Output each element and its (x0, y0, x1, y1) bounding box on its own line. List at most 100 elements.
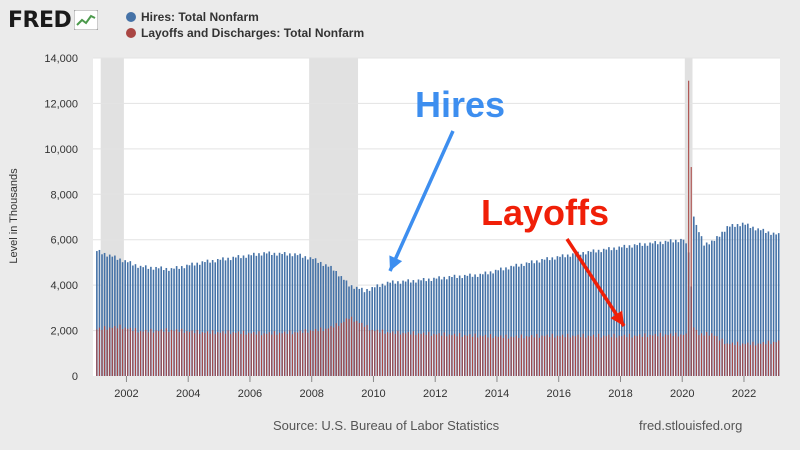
hires-bar (415, 282, 417, 376)
x-tick-label: 2022 (732, 388, 756, 400)
hires-bar (422, 277, 425, 376)
hires-bar (433, 277, 435, 376)
layoffs-bar (497, 336, 499, 376)
x-tick-label: 2006 (238, 388, 262, 400)
hires-bar (703, 245, 705, 376)
hires-bar (114, 255, 116, 376)
x-tick-label: 2020 (670, 388, 694, 400)
layoffs-bar (587, 335, 589, 376)
legend-dot-layoffs (126, 28, 136, 38)
legend-item-hires[interactable]: Hires: Total Nonfarm (126, 9, 364, 25)
layoffs-bar (155, 330, 157, 376)
hires-bar (178, 268, 180, 376)
fred-logo[interactable]: FRED (8, 6, 99, 34)
layoffs-bar (343, 321, 345, 376)
hires-bar (525, 262, 528, 376)
layoffs-bar (453, 333, 456, 376)
layoffs-bar (538, 337, 540, 376)
layoffs-bar (739, 345, 741, 376)
layoffs-bar (667, 335, 669, 376)
hires-bar (572, 253, 574, 376)
layoffs-bar (170, 329, 173, 376)
hires-bar (404, 281, 407, 376)
layoffs-bar (459, 332, 461, 376)
layoffs-bar (371, 329, 373, 376)
hires-bar (747, 223, 749, 376)
x-tick-label: 2010 (361, 388, 385, 400)
hires-bar (592, 249, 595, 376)
fred-logo-text: FRED (8, 7, 72, 33)
hires-bar (602, 248, 605, 376)
layoffs-bar (775, 342, 777, 376)
hires-bar (628, 245, 631, 376)
legend-item-layoffs[interactable]: Layoffs and Discharges: Total Nonfarm (126, 25, 364, 41)
layoffs-bar (551, 333, 553, 376)
layoffs-bar (317, 331, 319, 376)
layoffs-bar (381, 329, 384, 376)
hires-bar (142, 267, 144, 376)
hires-bar (438, 276, 440, 376)
hires-bar (458, 275, 461, 376)
layoffs-bar (729, 344, 731, 376)
layoffs-bar (134, 328, 136, 376)
layoffs-bar (716, 336, 718, 376)
layoffs-bar (399, 334, 402, 376)
layoffs-bar (191, 330, 193, 376)
layoffs-bar (556, 335, 558, 376)
hires-bar (391, 280, 394, 376)
hires-bar (494, 269, 497, 376)
layoffs-bar (628, 333, 631, 376)
hires-bar (749, 228, 752, 376)
hires-bar (500, 267, 502, 376)
layoffs-bar (718, 340, 721, 376)
layoffs-bar (389, 332, 391, 376)
x-tick-label: 2004 (176, 388, 200, 400)
hires-bar (772, 232, 775, 376)
hires-bar (762, 228, 765, 376)
hires-bar (716, 236, 718, 376)
layoffs-bar (760, 343, 762, 376)
layoffs-arrow-shaft (565, 238, 626, 327)
hires-bar (664, 240, 667, 376)
layoffs-bar (109, 327, 111, 376)
layoffs-bar (698, 335, 700, 376)
layoffs-bar (163, 331, 165, 376)
layoffs-bar (345, 318, 347, 376)
layoffs-bar (773, 341, 775, 376)
hires-bar (409, 282, 412, 376)
layoffs-bar (492, 338, 494, 376)
layoffs-bar (173, 330, 175, 376)
layoffs-bar (397, 330, 399, 376)
layoffs-bar (554, 337, 556, 376)
layoffs-bar (119, 324, 121, 376)
layoffs-bar (415, 335, 417, 376)
hires-bar (108, 254, 111, 376)
y-axis-label: Level in Thousands (8, 168, 20, 264)
layoffs-bar (644, 333, 646, 376)
layoffs-bar (392, 331, 394, 376)
hires-bar (440, 279, 443, 376)
layoffs-bar (456, 336, 458, 376)
hires-bar (654, 241, 657, 376)
hires-bar (775, 234, 777, 376)
layoffs-bar (531, 335, 533, 376)
layoffs-bar (711, 333, 713, 376)
x-tick-label: 2016 (546, 388, 570, 400)
fred-url[interactable]: fred.stlouisfed.org (639, 418, 743, 433)
layoffs-bar (448, 334, 450, 376)
layoffs-bar (562, 334, 564, 376)
hires-bar (518, 266, 520, 376)
hires-bar (170, 268, 173, 376)
y-tick-label: 10,000 (44, 144, 78, 156)
layoffs-bar (266, 333, 268, 376)
hires-bar (312, 259, 314, 376)
hires-bar (379, 286, 381, 376)
layoffs-bar (634, 335, 636, 376)
y-tick-label: 6,000 (50, 235, 78, 247)
layoffs-bar (441, 335, 443, 376)
hires-bar (260, 255, 263, 376)
hires-bar (623, 244, 626, 376)
hires-bar (235, 257, 237, 376)
hires-bar (258, 253, 260, 376)
hires-bar (744, 224, 747, 376)
